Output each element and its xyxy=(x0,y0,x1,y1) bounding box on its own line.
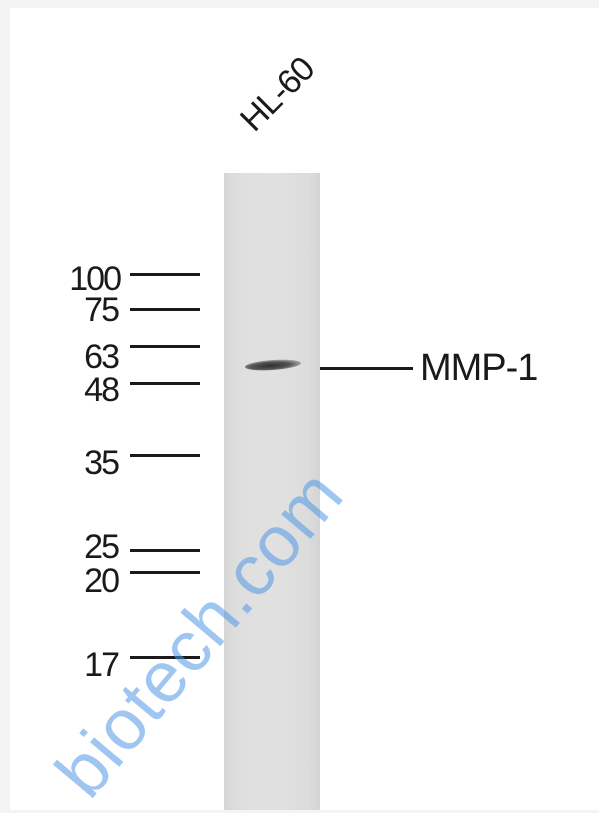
marker-label-17: 17 xyxy=(38,648,118,682)
marker-label-25: 25 xyxy=(38,530,118,564)
marker-tick-63 xyxy=(130,345,200,348)
target-protein-label: MMP-1 xyxy=(420,347,537,390)
marker-label-48: 48 xyxy=(38,373,118,407)
marker-tick-100 xyxy=(130,273,200,276)
marker-label-35: 35 xyxy=(38,446,118,480)
marker-tick-75 xyxy=(130,308,200,311)
marker-tick-48 xyxy=(130,382,200,385)
marker-label-20: 20 xyxy=(38,564,118,598)
marker-tick-35 xyxy=(130,454,200,457)
marker-tick-25 xyxy=(130,549,200,552)
band-pointer-line xyxy=(320,367,413,370)
marker-tick-20 xyxy=(130,571,200,574)
marker-label-75: 75 xyxy=(38,293,118,327)
marker-label-63: 63 xyxy=(38,340,118,374)
